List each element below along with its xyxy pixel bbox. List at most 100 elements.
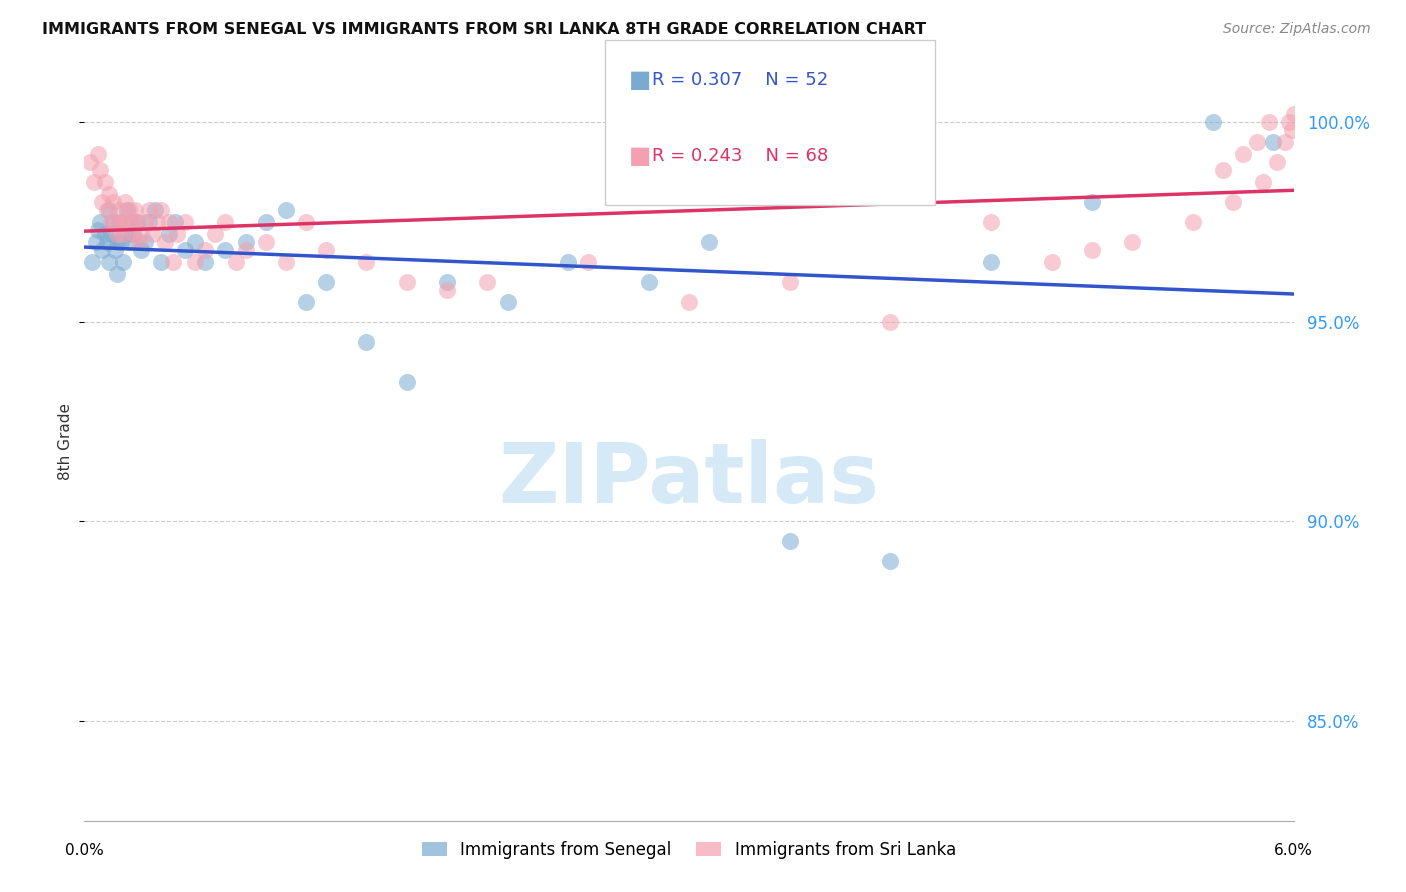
Text: R = 0.307    N = 52: R = 0.307 N = 52 — [652, 71, 828, 89]
Point — [86, 235, 108, 249]
Point — [124, 203, 146, 218]
Point — [162, 255, 184, 269]
Point — [120, 215, 142, 229]
Text: 0.0%: 0.0% — [65, 843, 104, 857]
Point — [91, 243, 114, 257]
Point — [557, 255, 579, 269]
Point — [87, 223, 110, 237]
Point — [779, 275, 801, 289]
Point — [1274, 135, 1296, 149]
Point — [1263, 135, 1285, 149]
Point — [174, 215, 197, 229]
Point — [93, 227, 115, 241]
Point — [120, 215, 142, 229]
Point — [356, 334, 378, 349]
Point — [143, 203, 166, 218]
Point — [1267, 155, 1289, 169]
Point — [1258, 115, 1281, 129]
Point — [436, 275, 458, 289]
Point — [89, 163, 111, 178]
Point — [165, 215, 187, 229]
Point — [97, 203, 120, 218]
Text: Source: ZipAtlas.com: Source: ZipAtlas.com — [1223, 22, 1371, 37]
Point — [105, 227, 128, 241]
Point — [194, 255, 217, 269]
Point — [254, 235, 277, 249]
Text: ■: ■ — [628, 145, 651, 168]
Point — [1202, 115, 1225, 129]
Point — [128, 235, 150, 249]
Point — [134, 215, 156, 229]
Point — [93, 175, 115, 189]
Point — [91, 195, 114, 210]
Point — [104, 215, 127, 229]
Point — [1081, 243, 1104, 257]
Point — [111, 227, 134, 241]
Point — [315, 275, 337, 289]
Point — [118, 235, 141, 249]
Point — [110, 235, 132, 249]
Text: ■: ■ — [628, 69, 651, 92]
Point — [214, 215, 236, 229]
Point — [79, 155, 101, 169]
Point — [1081, 195, 1104, 210]
Point — [101, 195, 124, 210]
Point — [157, 227, 180, 241]
Point — [395, 375, 418, 389]
Point — [97, 187, 120, 202]
Point — [138, 203, 160, 218]
Point — [235, 235, 257, 249]
Point — [157, 215, 180, 229]
Text: IMMIGRANTS FROM SENEGAL VS IMMIGRANTS FROM SRI LANKA 8TH GRADE CORRELATION CHART: IMMIGRANTS FROM SENEGAL VS IMMIGRANTS FR… — [42, 22, 927, 37]
Point — [356, 255, 378, 269]
Point — [129, 243, 152, 257]
Point — [107, 203, 129, 218]
Point — [96, 235, 118, 249]
Point — [477, 275, 499, 289]
Point — [395, 275, 418, 289]
Point — [118, 203, 141, 218]
Point — [166, 227, 188, 241]
Point — [96, 203, 118, 218]
Point — [980, 215, 1002, 229]
Point — [697, 235, 720, 249]
Point — [100, 227, 122, 241]
Point — [142, 227, 165, 241]
Point — [107, 215, 129, 229]
Point — [184, 255, 207, 269]
Point — [129, 227, 152, 241]
Point — [83, 175, 105, 189]
Point — [1246, 135, 1268, 149]
Point — [138, 215, 160, 229]
Point — [114, 195, 136, 210]
Y-axis label: 8th Grade: 8th Grade — [58, 403, 73, 480]
Point — [1121, 235, 1143, 249]
Point — [153, 235, 176, 249]
Point — [82, 255, 104, 269]
Point — [184, 235, 207, 249]
Point — [149, 203, 172, 218]
Point — [436, 283, 458, 297]
Point — [678, 294, 700, 309]
Point — [1181, 215, 1204, 229]
Point — [274, 203, 297, 218]
Point — [1278, 115, 1301, 129]
Point — [97, 255, 120, 269]
Point — [1040, 255, 1063, 269]
Point — [637, 275, 659, 289]
Point — [254, 215, 277, 229]
Point — [134, 235, 156, 249]
Point — [274, 255, 297, 269]
Point — [100, 215, 122, 229]
Point — [121, 227, 143, 241]
Point — [105, 267, 128, 281]
Point — [315, 243, 337, 257]
Point — [879, 315, 901, 329]
Point — [879, 554, 901, 568]
Point — [204, 227, 226, 241]
Point — [121, 227, 143, 241]
Text: R = 0.243    N = 68: R = 0.243 N = 68 — [652, 147, 828, 165]
Point — [295, 294, 318, 309]
Point — [115, 215, 138, 229]
Point — [115, 203, 138, 218]
